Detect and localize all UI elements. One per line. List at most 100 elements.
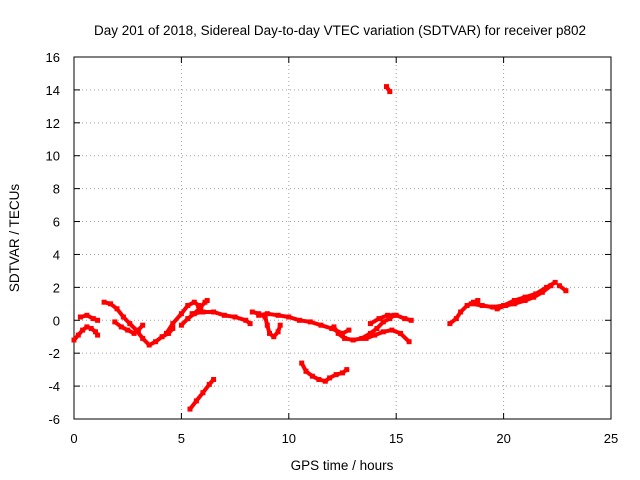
- data-point: [277, 322, 283, 328]
- data-point: [556, 283, 562, 289]
- data-point: [475, 298, 481, 303]
- data-point: [170, 326, 176, 331]
- data-point: [71, 337, 77, 343]
- data-point: [247, 321, 253, 327]
- data-point: [84, 324, 90, 330]
- data-point: [318, 322, 324, 328]
- y-tick-label: -4: [48, 379, 60, 394]
- data-point: [90, 316, 96, 322]
- data-point: [327, 375, 333, 381]
- data-point: [93, 329, 98, 335]
- data-point: [187, 406, 193, 412]
- data-point: [522, 294, 528, 300]
- data-point: [178, 311, 184, 317]
- data-point: [372, 332, 378, 338]
- data-point: [120, 314, 126, 320]
- data-point: [511, 301, 517, 307]
- data-point: [221, 312, 227, 318]
- data-point: [548, 283, 554, 289]
- data-point: [531, 294, 537, 300]
- data-point: [189, 311, 195, 317]
- data-point: [458, 309, 464, 315]
- data-point: [344, 367, 350, 373]
- data-point: [376, 316, 382, 322]
- data-point: [299, 360, 305, 366]
- data-point: [200, 309, 206, 315]
- series-arc-5: [164, 300, 201, 336]
- y-tick-label: -6: [48, 412, 60, 427]
- data-point: [275, 312, 281, 318]
- data-point: [185, 316, 191, 322]
- data-point: [131, 330, 137, 336]
- y-tick-label: -2: [48, 346, 60, 361]
- data-point: [363, 335, 369, 341]
- data-point: [522, 298, 528, 303]
- data-point: [256, 312, 262, 318]
- data-point: [393, 312, 399, 318]
- data-point: [380, 329, 386, 335]
- data-point: [153, 339, 159, 345]
- data-point: [264, 311, 270, 317]
- data-point: [385, 312, 391, 318]
- x-tick-label: 10: [282, 431, 296, 446]
- x-tick-label: 0: [70, 431, 77, 446]
- chart-title: Day 201 of 2018, Sidereal Day-to-day VTE…: [94, 23, 586, 38]
- y-axis-label: SDTVAR / TECUs: [7, 184, 22, 293]
- data-point: [490, 304, 496, 310]
- data-point: [125, 327, 131, 333]
- data-point: [335, 330, 341, 336]
- data-point: [112, 319, 118, 325]
- axis-ticks: [73, 56, 612, 420]
- data-point: [464, 303, 470, 308]
- data-point: [80, 327, 86, 333]
- y-tick-label: 2: [53, 280, 60, 295]
- data-point: [359, 335, 365, 341]
- data-point: [77, 314, 83, 320]
- data-point: [563, 288, 569, 294]
- data-point: [539, 289, 545, 295]
- data-point: [350, 337, 356, 343]
- data-point: [384, 84, 389, 90]
- data-point: [316, 377, 322, 382]
- data-series: [71, 84, 569, 412]
- data-point: [249, 309, 255, 315]
- data-point: [232, 314, 238, 320]
- data-point: [178, 322, 184, 328]
- y-tick-label: 12: [46, 116, 60, 131]
- data-point: [193, 398, 199, 404]
- data-point: [286, 314, 292, 320]
- data-point: [127, 321, 133, 327]
- data-point: [468, 301, 474, 307]
- data-point: [159, 334, 165, 340]
- data-point: [447, 321, 453, 327]
- data-point: [140, 335, 146, 341]
- data-point: [206, 381, 212, 387]
- data-point: [380, 319, 386, 325]
- data-point: [75, 332, 81, 338]
- data-point: [118, 324, 124, 330]
- data-point: [406, 339, 412, 345]
- y-tick-label: 10: [46, 149, 60, 164]
- data-point: [342, 335, 348, 341]
- x-tick-label: 5: [178, 431, 185, 446]
- data-point: [374, 326, 380, 331]
- data-point: [140, 322, 146, 328]
- data-point: [198, 304, 204, 310]
- y-tick-label: 8: [53, 182, 60, 197]
- y-tick-label: 16: [46, 50, 60, 65]
- data-point: [331, 324, 337, 330]
- data-point: [307, 319, 313, 325]
- data-point: [398, 330, 403, 336]
- x-tick-label: 20: [496, 431, 510, 446]
- data-point: [185, 303, 191, 308]
- data-point: [494, 306, 500, 312]
- data-point: [387, 316, 393, 322]
- x-tick-labels: 0 5 10 15 20 25: [70, 431, 618, 446]
- data-point: [453, 316, 459, 322]
- data-point: [204, 298, 210, 303]
- data-point: [88, 326, 94, 331]
- data-point: [191, 299, 197, 305]
- data-point: [84, 312, 90, 318]
- y-tick-labels: -6 -4 -2 0 2 4 6 8 10 12 14 16: [46, 50, 60, 427]
